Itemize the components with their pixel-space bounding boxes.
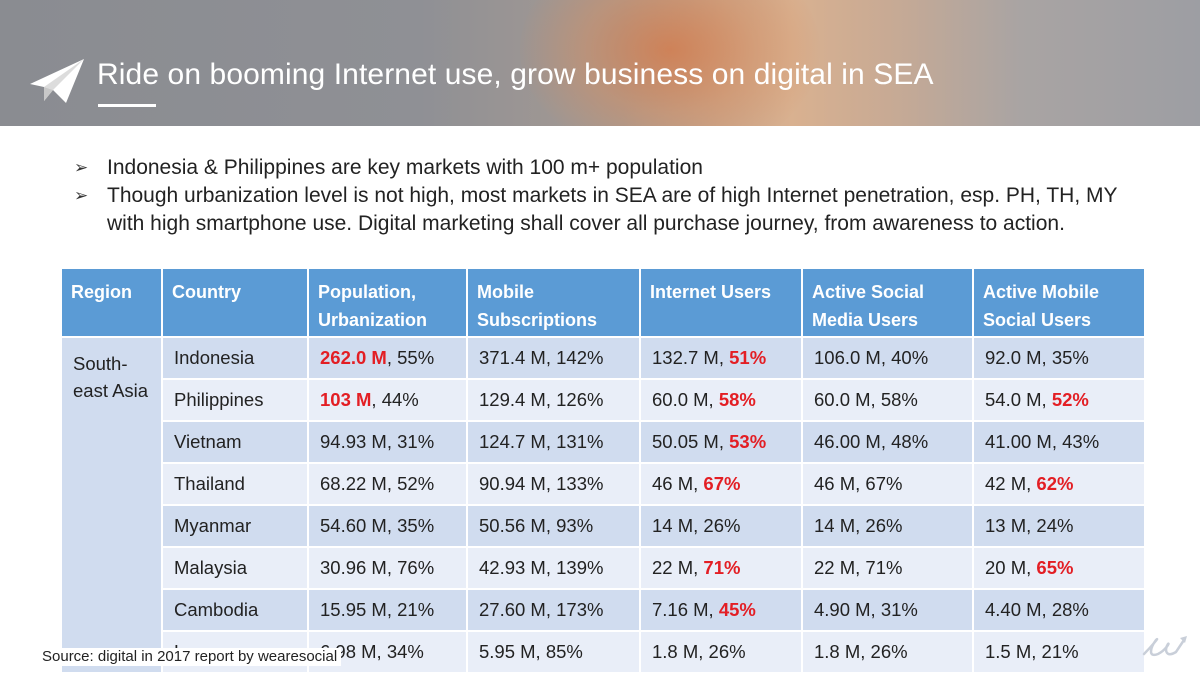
country-cell: Indonesia xyxy=(162,336,309,379)
mobile-cell: 42.93 M, 139% xyxy=(467,546,641,589)
mobile-social-cell: 1.5 M, 21% xyxy=(973,630,1144,672)
header-banner: Ride on booming Internet use, grow busin… xyxy=(0,0,1200,126)
country-cell: Cambodia xyxy=(162,588,309,631)
population-cell: 15.95 M, 21% xyxy=(308,588,468,631)
column-header: Active Social Media Users xyxy=(802,269,974,337)
mobile-cell: 124.7 M, 131% xyxy=(467,420,641,463)
mobile-cell: 129.4 M, 126% xyxy=(467,378,641,421)
data-table: Region Country Population, Urbanization … xyxy=(62,269,1144,672)
table-row: Malaysia 30.96 M, 76% 42.93 M, 139% 22 M… xyxy=(62,546,1144,589)
table-row: South-east Asia Indonesia 262.0 M, 55% 3… xyxy=(62,336,1144,672)
arrow-bullet-icon: ➢ xyxy=(74,186,89,205)
mobile-cell: 90.94 M, 133% xyxy=(467,462,641,505)
population-cell: 30.96 M, 76% xyxy=(308,546,468,589)
social-cell: 106.0 M, 40% xyxy=(802,336,974,379)
internet-cell: 7.16 M, 45% xyxy=(640,588,803,631)
bullet-item: ➢ Indonesia & Philippines are key market… xyxy=(74,154,1154,182)
country-cell: Myanmar xyxy=(162,504,309,547)
column-header: Mobile Subscriptions xyxy=(467,269,641,337)
title-underline xyxy=(98,104,156,107)
source-note: Source: digital in 2017 report by weares… xyxy=(42,648,342,666)
bullet-text: Indonesia & Philippines are key markets … xyxy=(107,156,703,179)
mobile-cell: 27.60 M, 173% xyxy=(467,588,641,631)
population-cell: 68.22 M, 52% xyxy=(308,462,468,505)
bullet-list: ➢ Indonesia & Philippines are key market… xyxy=(74,154,1154,238)
column-header: Country xyxy=(162,269,309,337)
region-cell: South-east Asia xyxy=(62,336,163,672)
mobile-social-cell: 54.0 M, 52% xyxy=(973,378,1144,421)
population-cell: 103 M, 44% xyxy=(308,378,468,421)
table-row: Cambodia 15.95 M, 21% 27.60 M, 173% 7.16… xyxy=(62,588,1144,631)
country-cell: Thailand xyxy=(162,462,309,505)
internet-cell: 50.05 M, 53% xyxy=(640,420,803,463)
internet-cell: 22 M, 71% xyxy=(640,546,803,589)
internet-cell: 14 M, 26% xyxy=(640,504,803,547)
logo-mark-icon xyxy=(1142,636,1187,657)
table-row: Vietnam 94.93 M, 31% 124.7 M, 131% 50.05… xyxy=(62,420,1144,463)
column-header: Active Mobile Social Users xyxy=(973,269,1144,337)
mobile-cell: 50.56 M, 93% xyxy=(467,504,641,547)
social-cell: 1.8 M, 26% xyxy=(802,630,974,672)
column-header: Internet Users xyxy=(640,269,803,337)
internet-cell: 60.0 M, 58% xyxy=(640,378,803,421)
social-cell: 4.90 M, 31% xyxy=(802,588,974,631)
population-cell: 262.0 M, 55% xyxy=(308,336,468,379)
social-cell: 14 M, 26% xyxy=(802,504,974,547)
market-table: Region Country Population, Urbanization … xyxy=(62,269,1144,672)
arrow-bullet-icon: ➢ xyxy=(74,158,89,177)
population-cell: 94.93 M, 31% xyxy=(308,420,468,463)
mobile-social-cell: 20 M, 65% xyxy=(973,546,1144,589)
country-cell: Philippines xyxy=(162,378,309,421)
social-cell: 46.00 M, 48% xyxy=(802,420,974,463)
population-cell: 6.98 M, 34% xyxy=(308,630,468,672)
table-row: Myanmar 54.60 M, 35% 50.56 M, 93% 14 M, … xyxy=(62,504,1144,547)
banner-photo-glow xyxy=(520,0,820,126)
mobile-social-cell: 4.40 M, 28% xyxy=(973,588,1144,631)
column-header: Region xyxy=(62,269,163,337)
population-cell: 54.60 M, 35% xyxy=(308,504,468,547)
social-cell: 22 M, 71% xyxy=(802,546,974,589)
paper-plane-icon xyxy=(30,59,84,103)
column-header: Population, Urbanization xyxy=(308,269,468,337)
mobile-cell: 371.4 M, 142% xyxy=(467,336,641,379)
social-cell: 46 M, 67% xyxy=(802,462,974,505)
country-cell: Malaysia xyxy=(162,546,309,589)
mobile-social-cell: 92.0 M, 35% xyxy=(973,336,1144,379)
social-cell: 60.0 M, 58% xyxy=(802,378,974,421)
mobile-cell: 5.95 M, 85% xyxy=(467,630,641,672)
table-row: Thailand 68.22 M, 52% 90.94 M, 133% 46 M… xyxy=(62,462,1144,505)
bullet-text: Though urbanization level is not high, m… xyxy=(107,184,1118,235)
mobile-social-cell: 42 M, 62% xyxy=(973,462,1144,505)
mobile-social-cell: 13 M, 24% xyxy=(973,504,1144,547)
internet-cell: 46 M, 67% xyxy=(640,462,803,505)
country-cell: Vietnam xyxy=(162,420,309,463)
slide-title: Ride on booming Internet use, grow busin… xyxy=(97,58,934,91)
mobile-social-cell: 41.00 M, 43% xyxy=(973,420,1144,463)
internet-cell: 1.8 M, 26% xyxy=(640,630,803,672)
internet-cell: 132.7 M, 51% xyxy=(640,336,803,379)
table-header-row: Region Country Population, Urbanization … xyxy=(62,269,1144,337)
table-row: Philippines 103 M, 44% 129.4 M, 126% 60.… xyxy=(62,378,1144,421)
bullet-item: ➢ Though urbanization level is not high,… xyxy=(74,182,1154,238)
